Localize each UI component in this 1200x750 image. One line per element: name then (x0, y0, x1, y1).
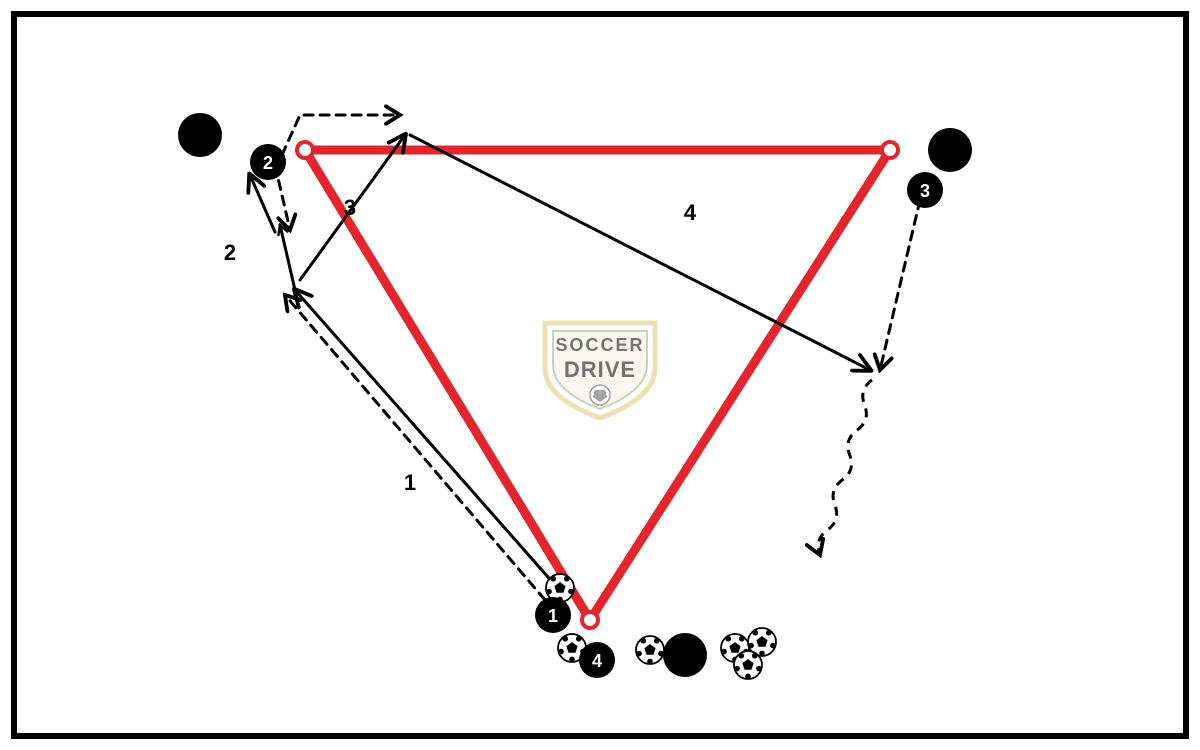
player-p_topright_big (928, 128, 972, 172)
diagram-container: 12341234 SOCCER DRIVE (0, 0, 1200, 750)
pass-label-3: 3 (344, 195, 356, 220)
player-badge-label-4: 4 (592, 651, 602, 671)
triangle-vertex-0 (297, 142, 313, 158)
soccer-ball-2 (636, 636, 664, 664)
pass-label-2: 2 (224, 240, 236, 265)
pass-label-1: 1 (404, 470, 416, 495)
soccer-ball-5 (734, 651, 762, 679)
drill-diagram-svg: 1 2 3 4 1 2 3 4 (0, 0, 1200, 750)
triangle-vertex-1 (882, 142, 898, 158)
triangle-vertex-2 (582, 612, 598, 628)
player-badge-label-2: 2 (263, 153, 273, 173)
player-badge-label-3: 3 (920, 181, 930, 201)
canvas-bg (0, 0, 1200, 750)
player-p_bottom_center (663, 633, 707, 677)
player-badge-label-1: 1 (548, 606, 558, 626)
pass-label-4: 4 (684, 200, 697, 225)
player-p_topleft_big (178, 113, 222, 157)
